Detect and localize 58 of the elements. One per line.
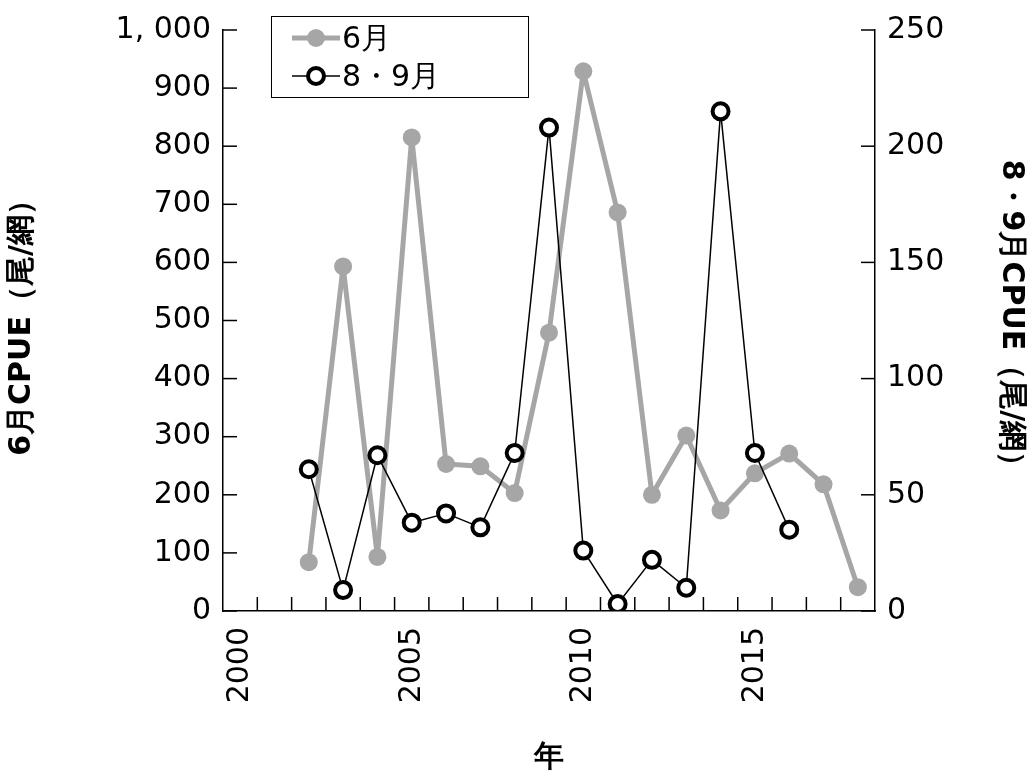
point [780,444,799,463]
point [711,501,730,520]
y-tick-label: 100 [153,532,211,568]
point [848,578,867,597]
y2-tick-label: 250 [887,9,945,45]
point [779,519,800,540]
y-tick-label: 700 [153,184,211,220]
legend-label: 6月 [342,18,392,57]
point [677,426,696,445]
y-tick-label: 900 [153,67,211,103]
point [333,580,354,601]
x-tick-label: 2005 [391,627,427,704]
y-tick-label: 1, 000 [115,9,211,45]
y-tick-label: 500 [153,300,211,336]
x-tick-label: 2010 [563,627,599,704]
y-tick-label: 0 [191,590,211,626]
point [334,257,353,276]
point [299,553,318,572]
point [676,577,697,598]
point [401,512,422,533]
point [574,62,593,81]
y-tick-label: 400 [153,358,211,394]
point [814,475,833,494]
point [745,464,764,483]
x-tick-label: 2015 [734,627,770,704]
point [470,517,491,538]
point [642,485,661,504]
y2-axis-title: 8・9月CPUE（尾/網） [996,159,1032,482]
point [539,117,559,138]
x-axis-title: 年 [533,737,564,773]
y-tick-label: 300 [153,416,211,452]
y2-tick-label: 100 [887,358,945,394]
y2-tick-label: 150 [887,242,945,278]
point [437,455,456,474]
point [641,549,662,570]
point [710,101,731,122]
point [505,484,524,503]
point [744,442,765,463]
point [367,445,388,466]
x-tick-label: 2000 [219,627,255,704]
y2-tick-label: 0 [887,590,907,626]
y-tick-label: 600 [153,242,211,278]
y-tick-label: 800 [153,126,211,161]
point [402,128,421,147]
point [471,457,490,476]
point [298,459,319,480]
y2-tick-label: 200 [887,126,945,161]
point [608,203,627,222]
point [436,503,457,524]
point [504,442,525,463]
y-axis-title: 6月CPUE（尾/網） [1,185,37,456]
legend-label: 8・9月 [342,56,441,95]
point [540,323,558,342]
y-tick-label: 200 [153,474,211,510]
y2-tick-label: 50 [887,474,926,510]
point [573,540,594,561]
point [607,594,628,611]
point [368,547,387,566]
